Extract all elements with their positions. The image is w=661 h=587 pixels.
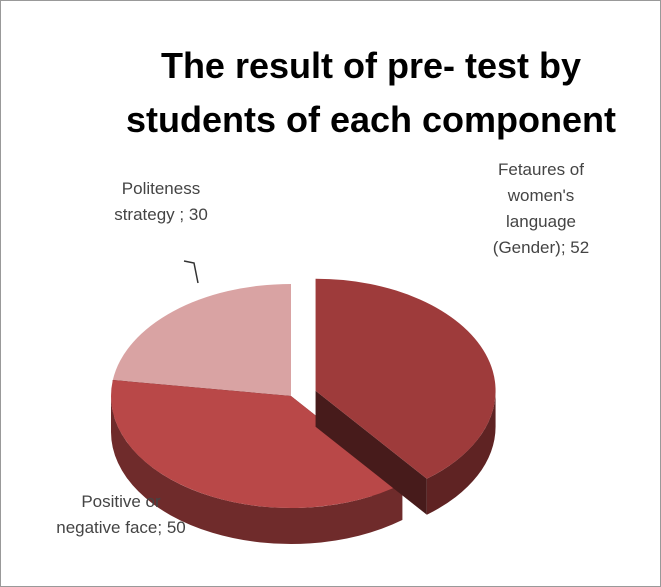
slice: [315, 278, 496, 479]
data-label: Politeness strategy ; 30: [91, 176, 231, 228]
slice: [110, 380, 403, 509]
data-label-value: 30: [188, 205, 208, 224]
leader-line: [183, 260, 199, 284]
slice: [112, 284, 291, 396]
slice-wall: [426, 390, 496, 515]
data-label-name: Positive or negative face;: [56, 492, 163, 537]
data-label-name: Politeness strategy ;: [114, 179, 201, 224]
chart-title: The result of pre- test by students of e…: [125, 45, 617, 140]
data-label-value: 52: [570, 238, 590, 257]
data-label: Positive or negative face; 50: [51, 489, 191, 541]
slice-side: [315, 390, 427, 515]
data-label-name: Fetaures of women's language (Gender);: [492, 160, 584, 257]
data-label-value: 50: [166, 518, 186, 537]
data-label: Fetaures of women's language (Gender); 5…: [471, 157, 611, 261]
slice-wall: [111, 396, 403, 545]
